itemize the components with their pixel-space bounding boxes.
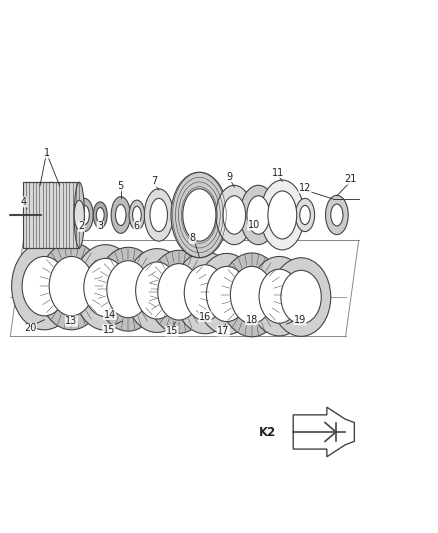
Text: 8: 8 (190, 233, 196, 243)
Ellipse shape (93, 202, 107, 228)
Polygon shape (293, 407, 354, 457)
Text: 10: 10 (248, 220, 260, 230)
Ellipse shape (171, 172, 228, 258)
Text: 1: 1 (43, 148, 49, 158)
Text: 21: 21 (345, 174, 357, 184)
Ellipse shape (240, 185, 277, 245)
Ellipse shape (261, 180, 304, 250)
Text: 5: 5 (118, 181, 124, 191)
Text: 19: 19 (293, 315, 306, 325)
Ellipse shape (84, 259, 127, 317)
Ellipse shape (97, 247, 159, 331)
Ellipse shape (150, 198, 167, 231)
Ellipse shape (300, 205, 310, 224)
Ellipse shape (74, 182, 85, 248)
Text: 17: 17 (217, 326, 230, 336)
Ellipse shape (126, 248, 188, 333)
Ellipse shape (268, 191, 297, 239)
Text: 20: 20 (24, 324, 36, 334)
Ellipse shape (331, 204, 343, 226)
Ellipse shape (272, 258, 331, 336)
Ellipse shape (250, 256, 309, 336)
Text: 15: 15 (166, 326, 178, 336)
Ellipse shape (49, 256, 94, 316)
Ellipse shape (80, 205, 89, 224)
Ellipse shape (184, 265, 226, 321)
Ellipse shape (206, 266, 247, 321)
Text: 4: 4 (20, 197, 26, 207)
Ellipse shape (76, 198, 93, 231)
Text: 13: 13 (65, 316, 78, 326)
Ellipse shape (148, 251, 210, 333)
Bar (22, 182, 79, 248)
Ellipse shape (74, 200, 85, 230)
Ellipse shape (295, 198, 314, 231)
Ellipse shape (259, 269, 300, 323)
Ellipse shape (129, 200, 145, 230)
Ellipse shape (220, 253, 283, 337)
Text: 2: 2 (78, 221, 85, 231)
Ellipse shape (111, 197, 131, 233)
Ellipse shape (174, 252, 236, 334)
Ellipse shape (158, 264, 200, 320)
Ellipse shape (116, 205, 126, 225)
Text: 15: 15 (103, 325, 115, 335)
Ellipse shape (145, 189, 173, 241)
Text: 7: 7 (151, 176, 158, 187)
Ellipse shape (230, 266, 273, 324)
Ellipse shape (183, 189, 216, 241)
Ellipse shape (197, 253, 257, 335)
Text: 18: 18 (246, 315, 258, 325)
Ellipse shape (96, 207, 104, 222)
Ellipse shape (107, 261, 149, 318)
Ellipse shape (12, 243, 77, 330)
Ellipse shape (325, 195, 348, 235)
Ellipse shape (46, 182, 56, 248)
Ellipse shape (136, 262, 178, 319)
Text: 12: 12 (299, 183, 311, 193)
Ellipse shape (39, 243, 104, 330)
Ellipse shape (223, 196, 246, 234)
Ellipse shape (74, 245, 138, 330)
Text: K2: K2 (258, 426, 276, 439)
Text: 16: 16 (199, 312, 211, 322)
Ellipse shape (281, 270, 321, 324)
Ellipse shape (247, 196, 270, 234)
Ellipse shape (216, 185, 253, 245)
Text: 3: 3 (97, 221, 103, 231)
Text: 9: 9 (227, 172, 233, 182)
Ellipse shape (22, 256, 67, 316)
Text: 14: 14 (104, 310, 116, 319)
Ellipse shape (133, 206, 141, 224)
Text: 11: 11 (272, 168, 284, 177)
Text: 6: 6 (134, 221, 140, 231)
